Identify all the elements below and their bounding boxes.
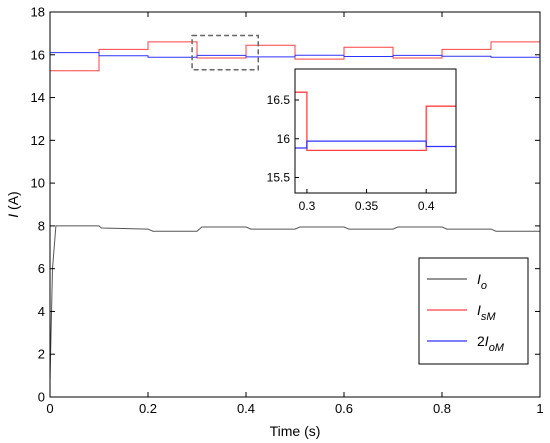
- y-tick-label: 12: [31, 133, 45, 148]
- x-tick-label: 0.2: [139, 401, 157, 416]
- x-tick-label: 1: [536, 401, 543, 416]
- inset-x-tick-label: 0.3: [299, 199, 316, 213]
- legend-label-coefficient: 2: [477, 333, 485, 349]
- inset-y-tick-label: 16: [277, 132, 291, 146]
- y-axis-label: I (A): [5, 191, 21, 217]
- series-line-2iom: [50, 52, 540, 58]
- inset-series-line-2iom: [295, 140, 456, 149]
- inset-plot-area: 0.3 0.35 0.4 15.5 16 16.5: [267, 68, 457, 213]
- y-axis-label-unit: (A): [5, 191, 21, 214]
- inset-x-tick-label: 0.4: [418, 199, 435, 213]
- zoom-region-box: [191, 34, 260, 71]
- y-tick-label: 14: [31, 90, 45, 105]
- y-axis-label-symbol: I: [5, 214, 21, 218]
- inset-y-tick-label: 16.5: [267, 93, 291, 107]
- inset-series-line-ism: [295, 91, 456, 152]
- legend-label-subscript: oM: [489, 342, 505, 354]
- y-tick-label: 6: [38, 261, 45, 276]
- legend-label-symbol: I: [485, 333, 489, 349]
- series-line-io: [49, 225, 540, 380]
- inset-x-tick-label: 0.35: [355, 199, 379, 213]
- main-axes-frame: [49, 11, 541, 398]
- legend-label-ism: IsM: [477, 302, 496, 323]
- inset-axes-frame: [294, 68, 457, 194]
- inset-y-tick-label: 15.5: [267, 171, 291, 185]
- legend-box: [418, 257, 529, 365]
- y-tick-label: 4: [38, 304, 45, 319]
- y-tick-label: 10: [31, 176, 45, 191]
- x-tick-label: 0: [46, 401, 53, 416]
- legend-label-symbol: I: [477, 271, 481, 287]
- x-tick-label: 0.8: [433, 401, 451, 416]
- x-axis-label: Time (s): [270, 423, 321, 439]
- y-tick-label: 18: [31, 5, 45, 20]
- legend-label-2iom: 2IoM: [477, 333, 505, 354]
- legend-label-subscript: o: [481, 280, 487, 292]
- legend-label-subscript: sM: [481, 311, 497, 323]
- y-tick-label: 8: [38, 218, 45, 233]
- y-tick-label: 2: [38, 347, 45, 362]
- series-line-ism: [50, 41, 540, 72]
- y-tick-label: 16: [31, 47, 45, 62]
- legend-label-io: Io: [477, 271, 487, 292]
- y-tick-label: 0: [38, 390, 45, 405]
- inset-background: [295, 69, 456, 193]
- x-tick-label: 0.4: [237, 401, 255, 416]
- legend-label-symbol: I: [477, 302, 481, 318]
- x-tick-label: 0.6: [335, 401, 353, 416]
